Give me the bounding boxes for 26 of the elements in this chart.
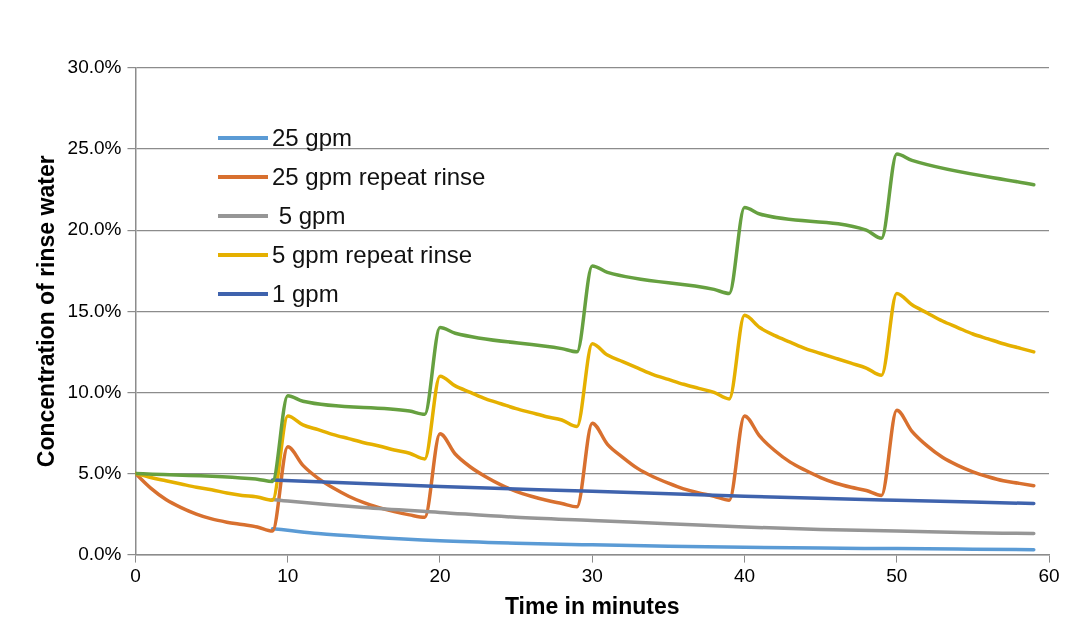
x-tick-label: 40 [733,565,756,587]
x-tick-label: 50 [886,565,908,587]
x-tick-label: 20 [429,565,451,587]
line-series [135,152,1036,484]
y-tick-label: 20.0% [67,218,122,240]
line-series [270,497,1036,536]
x-tick-label: 0 [130,565,141,587]
line-series [135,408,1036,533]
legend-label: 25 gpm [272,123,353,153]
y-tick-label: 5.0% [78,461,122,483]
legend-label: 1 gpm [272,279,339,309]
y-tick-label: 0.0% [78,542,122,564]
x-tick-label: 60 [1038,565,1060,587]
line-series [270,526,1036,552]
legend-label: 25 gpm repeat rinse [272,162,486,192]
x-axis-title: Time in minutes [504,592,680,619]
legend-label: 5 gpm repeat rinse [272,240,473,270]
y-tick-label: 15.0% [67,299,122,321]
y-axis-title: Concentration of rinse water [33,155,60,468]
legend-label: 5 gpm [277,201,346,231]
x-tick-label: 10 [277,565,299,587]
y-tick-label: 10.0% [67,380,122,402]
line-series [270,478,1036,506]
y-tick-label: 30.0% [67,56,122,78]
y-tick-label: 25.0% [67,137,122,159]
x-tick-label: 30 [581,565,603,587]
